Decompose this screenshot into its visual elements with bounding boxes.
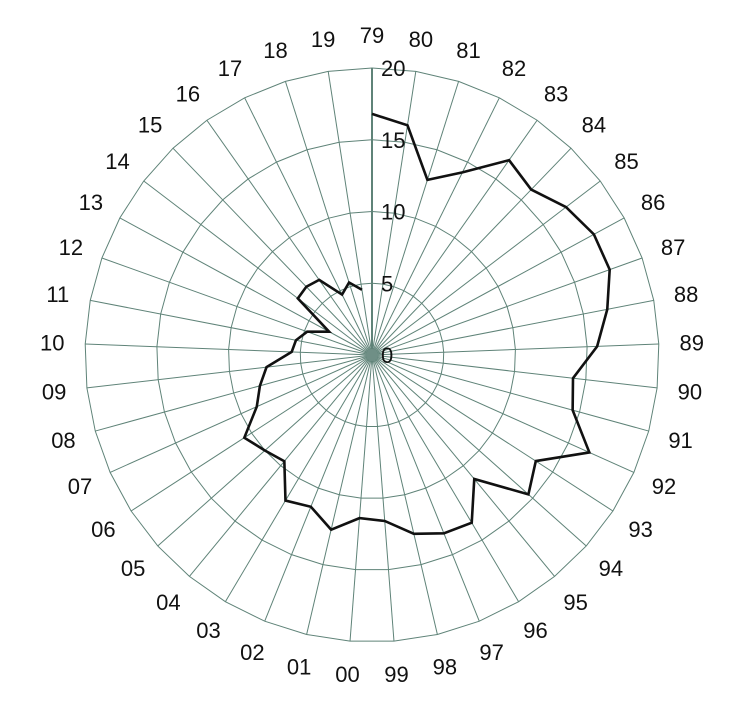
- category-label-89: 89: [680, 331, 704, 356]
- radial-tick-15: 15: [381, 128, 405, 153]
- category-label-07: 07: [68, 474, 92, 499]
- category-label-90: 90: [678, 380, 702, 405]
- category-label-14: 14: [105, 149, 129, 174]
- spoke-02: [264, 354, 373, 622]
- spoke-85: [371, 180, 601, 356]
- radial-tick-0: 0: [381, 343, 393, 368]
- category-label-86: 86: [641, 190, 665, 215]
- spoke-80: [371, 71, 417, 356]
- category-label-81: 81: [456, 38, 480, 63]
- series-layer: [242, 112, 612, 536]
- spoke-86: [371, 217, 625, 356]
- radial-tick-5: 5: [381, 271, 393, 296]
- category-label-05: 05: [121, 556, 145, 581]
- category-label-06: 06: [91, 517, 115, 542]
- category-label-08: 08: [51, 428, 75, 453]
- spoke-08: [95, 354, 373, 432]
- spoke-87: [371, 257, 643, 356]
- category-label-13: 13: [79, 190, 103, 215]
- spoke-83: [371, 119, 538, 356]
- spoke-16: [206, 119, 373, 356]
- category-label-94: 94: [599, 556, 623, 581]
- category-label-80: 80: [409, 27, 433, 52]
- spoke-09: [86, 354, 373, 389]
- category-label-98: 98: [433, 655, 457, 680]
- category-label-10: 10: [40, 331, 64, 356]
- category-label-87: 87: [661, 235, 685, 260]
- spoke-92: [371, 354, 635, 473]
- center-dot: [366, 349, 378, 361]
- spoke-98: [371, 354, 438, 635]
- radial-tick-20: 20: [381, 56, 405, 81]
- spoke-11: [90, 299, 373, 356]
- spoke-17: [244, 97, 373, 356]
- spoke-03: [224, 354, 373, 602]
- spoke-99: [371, 354, 395, 642]
- category-label-15: 15: [138, 112, 162, 137]
- category-label-95: 95: [563, 590, 587, 615]
- grid-ring-10: [228, 210, 516, 499]
- spoke-06: [130, 354, 373, 512]
- category-label-01: 01: [287, 655, 311, 680]
- category-label-02: 02: [240, 640, 264, 665]
- category-label-84: 84: [582, 112, 606, 137]
- spoke-95: [371, 354, 555, 577]
- spoke-96: [371, 354, 520, 602]
- category-label-19: 19: [311, 27, 335, 52]
- category-label-83: 83: [544, 81, 568, 106]
- spoke-97: [371, 354, 480, 622]
- category-label-85: 85: [614, 149, 638, 174]
- radial-tick-10: 10: [381, 200, 405, 225]
- category-label-18: 18: [263, 38, 287, 63]
- spoke-19: [327, 71, 373, 356]
- spoke-18: [284, 81, 373, 356]
- spoke-15: [172, 147, 373, 356]
- category-label-04: 04: [156, 590, 180, 615]
- spoke-90: [371, 354, 658, 389]
- category-label-93: 93: [628, 517, 652, 542]
- series-line-0: [242, 112, 612, 536]
- category-label-12: 12: [59, 235, 83, 260]
- spoke-07: [109, 354, 373, 473]
- spoke-84: [371, 147, 572, 356]
- spoke-88: [371, 299, 654, 356]
- radial-tick-labels: 0 5 10 15 20: [381, 56, 405, 368]
- spoke-12: [101, 257, 373, 356]
- grid-ring-15: [156, 139, 588, 571]
- category-label-11: 11: [46, 282, 69, 307]
- grid-ring-20: [84, 67, 660, 642]
- radar-grid: [84, 67, 660, 642]
- category-label-79: 79: [360, 23, 384, 48]
- spoke-01: [306, 354, 373, 635]
- category-label-92: 92: [652, 474, 676, 499]
- category-label-82: 82: [502, 56, 526, 81]
- category-label-88: 88: [674, 282, 698, 307]
- category-label-16: 16: [176, 81, 200, 106]
- spoke-04: [189, 354, 373, 577]
- category-label-17: 17: [218, 56, 242, 81]
- category-label-99: 99: [384, 662, 408, 687]
- spoke-14: [143, 180, 373, 356]
- category-label-96: 96: [523, 618, 547, 643]
- category-label-09: 09: [42, 380, 66, 405]
- spoke-89: [371, 343, 659, 356]
- category-label-00: 00: [335, 662, 359, 687]
- category-label-03: 03: [196, 618, 220, 643]
- spoke-13: [119, 217, 373, 356]
- spoke-00: [349, 354, 373, 642]
- spoke-81: [371, 81, 460, 356]
- spoke-93: [371, 354, 614, 512]
- spoke-10: [85, 343, 373, 356]
- spoke-91: [371, 354, 649, 432]
- category-label-91: 91: [668, 428, 692, 453]
- spoke-82: [371, 97, 500, 356]
- category-label-97: 97: [479, 640, 503, 665]
- spoke-94: [371, 354, 587, 547]
- grid-ring-5: [299, 282, 445, 428]
